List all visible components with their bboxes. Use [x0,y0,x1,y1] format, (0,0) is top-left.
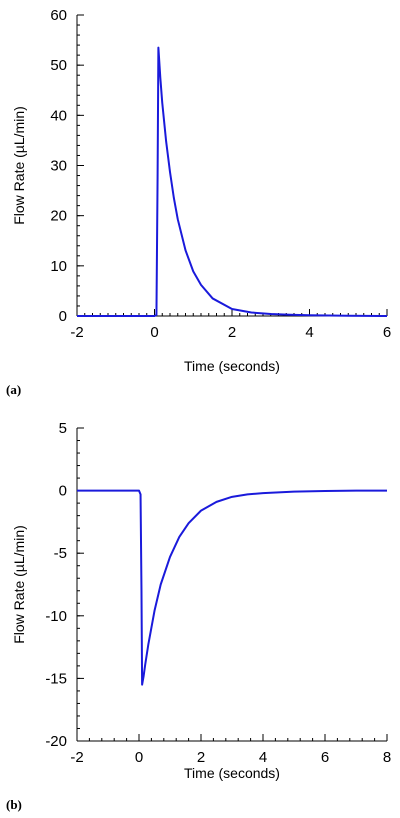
x-tick-label: -2 [70,749,83,766]
y-axis-title: Flow Rate (µL/min) [11,525,27,644]
flow-rate-series-line [77,489,387,686]
y-tick-label: 0 [59,483,67,500]
y-tick-label: 50 [50,57,67,74]
panel-label: (b) [6,797,22,812]
x-axis-title: Time (seconds) [184,765,280,781]
x-tick-label: 2 [197,749,205,766]
x-tick-label: 8 [383,749,391,766]
y-tick-label: 5 [59,420,67,437]
flow-rate-series-line [77,46,388,317]
x-tick-label: 0 [135,749,143,766]
y-tick-label: 40 [50,107,67,124]
x-tick-label: 6 [321,749,329,766]
y-tick-label: 20 [50,208,67,225]
x-tick-label: 0 [150,324,158,341]
y-tick-label: -10 [45,608,67,625]
x-axis-title: Time (seconds) [184,358,280,374]
x-tick-label: 4 [259,749,267,766]
panel-label: (a) [6,382,21,397]
x-tick-label: -2 [70,324,83,341]
y-tick-label: 10 [50,258,67,275]
y-axis-title: Flow Rate (µL/min) [11,106,27,225]
y-tick-label: -20 [45,733,67,750]
x-tick-label: 6 [383,324,391,341]
y-tick-label: -5 [54,545,67,562]
y-tick-label: 30 [50,158,67,175]
x-tick-label: 2 [228,324,236,341]
x-tick-label: 4 [305,324,313,341]
y-tick-label: -15 [45,670,67,687]
y-tick-label: 0 [59,308,67,325]
y-tick-label: 60 [50,7,67,24]
